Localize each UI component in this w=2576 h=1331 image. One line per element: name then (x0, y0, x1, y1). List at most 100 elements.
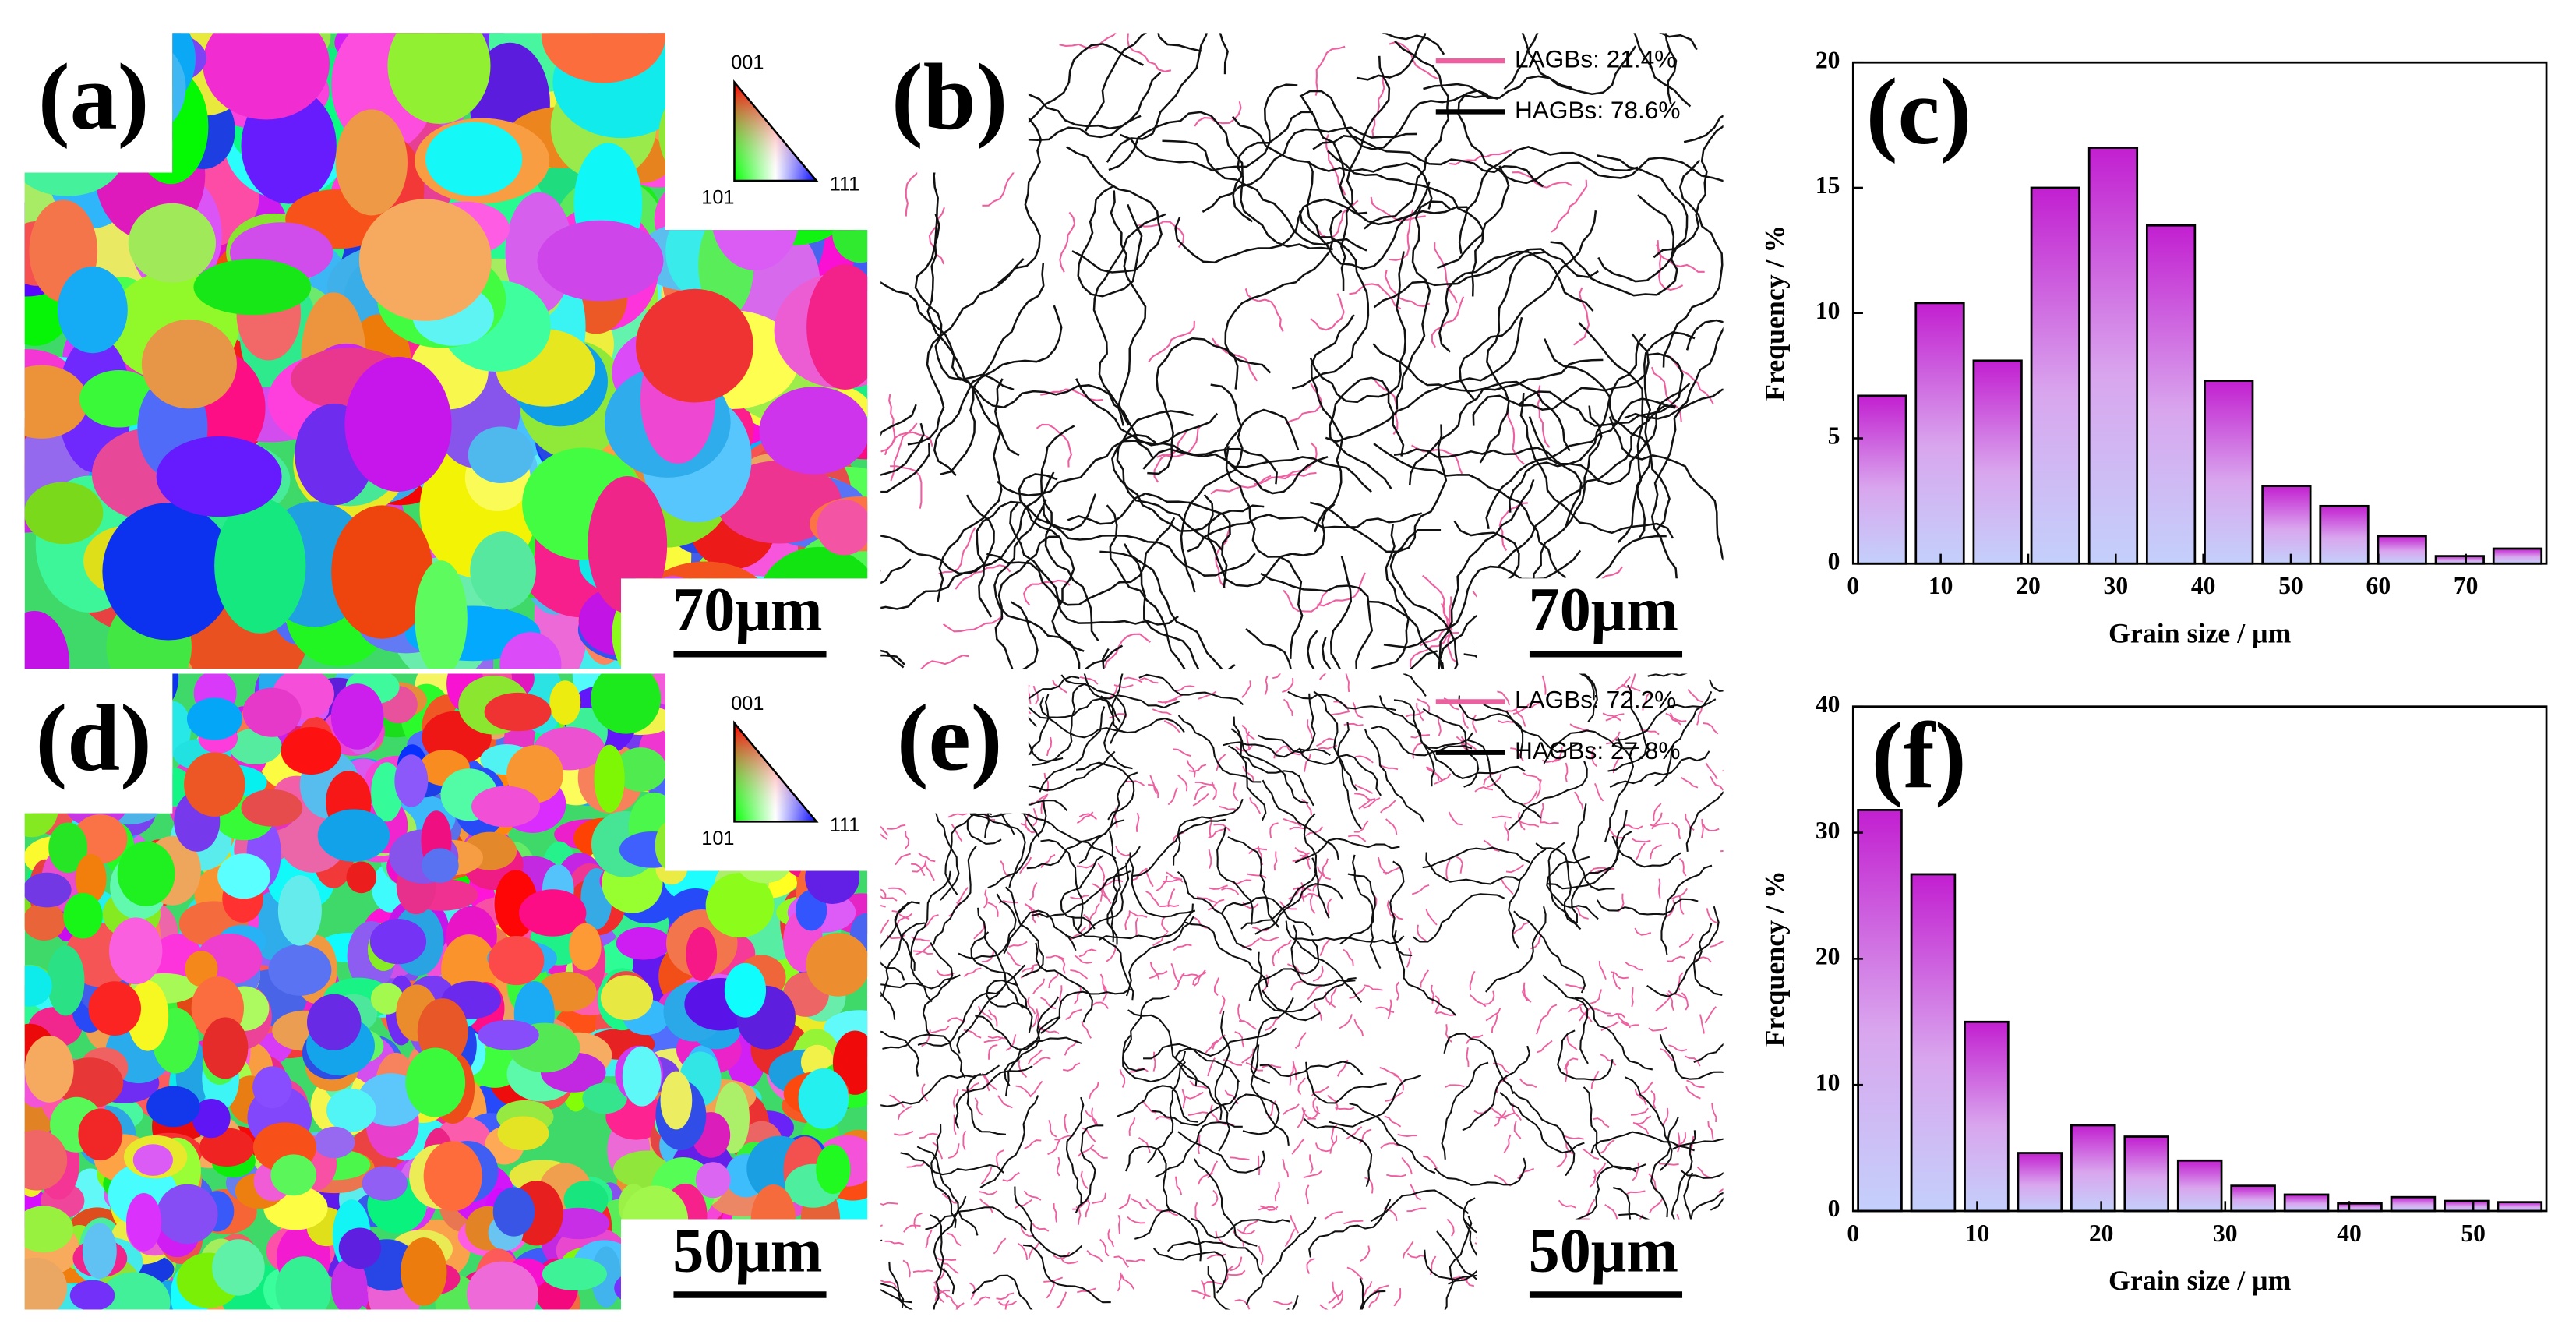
boundary (996, 1149, 1004, 1167)
boundary (930, 1124, 957, 1228)
grain (24, 965, 52, 1007)
boundary (1640, 729, 1660, 736)
boundary (1665, 712, 1681, 726)
grain (671, 740, 733, 796)
boundary (880, 901, 920, 981)
boundary (1583, 1086, 1636, 1173)
boundary (1556, 1151, 1568, 1168)
boundary (1307, 985, 1322, 1001)
grain (141, 319, 237, 409)
boundary (1658, 878, 1661, 899)
boundary (957, 376, 1155, 460)
boundary (1299, 90, 1498, 150)
boundary (1693, 995, 1724, 1063)
boundary (1697, 1265, 1717, 1273)
boundary (1630, 1107, 1649, 1116)
bar (2390, 1195, 2437, 1213)
boundary (1211, 781, 1217, 800)
grain (157, 1184, 218, 1245)
boundary (1163, 878, 1183, 883)
boundary (1591, 1008, 1611, 1015)
boundary (921, 1029, 931, 1047)
boundary (950, 1302, 965, 1310)
boundary (1371, 726, 1473, 757)
boundary (880, 494, 995, 641)
boundary (1343, 1220, 1364, 1225)
boundary (928, 207, 945, 265)
boundary (1650, 822, 1670, 828)
bar (1972, 359, 2023, 565)
boundary (915, 943, 933, 955)
boundary (1573, 287, 1590, 346)
boundary (880, 968, 961, 990)
boundary (988, 1043, 998, 1060)
boundary (1148, 783, 1159, 799)
boundary (1261, 976, 1357, 1013)
boundary (1630, 33, 1692, 108)
boundary (1722, 769, 1724, 787)
boundary (1177, 774, 1188, 792)
boundary (1246, 731, 1251, 751)
grain (24, 365, 88, 439)
boundary (1386, 1174, 1406, 1177)
grain (98, 1272, 171, 1310)
boundary (1710, 1284, 1724, 1293)
x-tick-label: 40 (2337, 1220, 2362, 1247)
boundary (1441, 1061, 1489, 1160)
grain (146, 1086, 200, 1128)
scale-bar-label: 70μm (672, 576, 822, 644)
boundary (1233, 716, 1267, 821)
grain (242, 687, 302, 737)
boundary (1564, 1057, 1579, 1070)
boundary (1189, 1080, 1208, 1089)
boundary (913, 950, 933, 955)
grain (125, 1192, 162, 1252)
bar (2087, 147, 2139, 565)
boundary (1615, 698, 1717, 741)
boundary (1124, 1145, 1171, 1212)
grain (630, 1225, 663, 1265)
ipf-triangle-shade (733, 720, 819, 823)
grain (600, 975, 654, 1021)
boundary (1155, 1121, 1243, 1178)
boundary (1512, 1090, 1576, 1177)
boundary (1098, 903, 1194, 941)
boundary (905, 831, 910, 849)
boundary (1422, 846, 1530, 869)
boundary (1458, 146, 1639, 254)
boundary (1328, 1075, 1422, 1128)
boundary (1416, 703, 1424, 722)
boundary (1004, 1036, 1082, 1097)
grain (24, 1129, 68, 1191)
boundary (880, 1241, 905, 1308)
boundary (880, 1279, 898, 1289)
boundary (1152, 1080, 1239, 1127)
boundary (1718, 1184, 1724, 1193)
boundary (1244, 288, 1284, 332)
boundary (1650, 1117, 1679, 1218)
boundary (1490, 1107, 1507, 1120)
boundary (1122, 995, 1170, 1072)
panel-label: (c) (1866, 59, 1972, 164)
bar (2444, 1199, 2490, 1213)
boundary (1230, 728, 1309, 804)
boundary (1091, 1107, 1099, 1127)
boundary (1437, 716, 1442, 736)
boundary (1380, 1142, 1399, 1149)
boundary (1513, 1121, 1522, 1139)
boundary (1317, 572, 1366, 607)
boundary (1018, 1242, 1029, 1260)
boundary (1373, 33, 1572, 89)
boundary (1020, 1225, 1035, 1237)
boundary (888, 1261, 926, 1310)
boundary (1558, 1199, 1576, 1209)
boundary (1355, 755, 1374, 764)
boundary (1108, 683, 1121, 700)
boundary (1686, 1079, 1705, 1089)
boundary (1685, 813, 1695, 831)
boundary (1062, 1062, 1081, 1072)
boundary (1115, 846, 1131, 857)
boundary (1219, 995, 1226, 1015)
boundary (1249, 797, 1261, 814)
boundary (1023, 579, 1071, 606)
